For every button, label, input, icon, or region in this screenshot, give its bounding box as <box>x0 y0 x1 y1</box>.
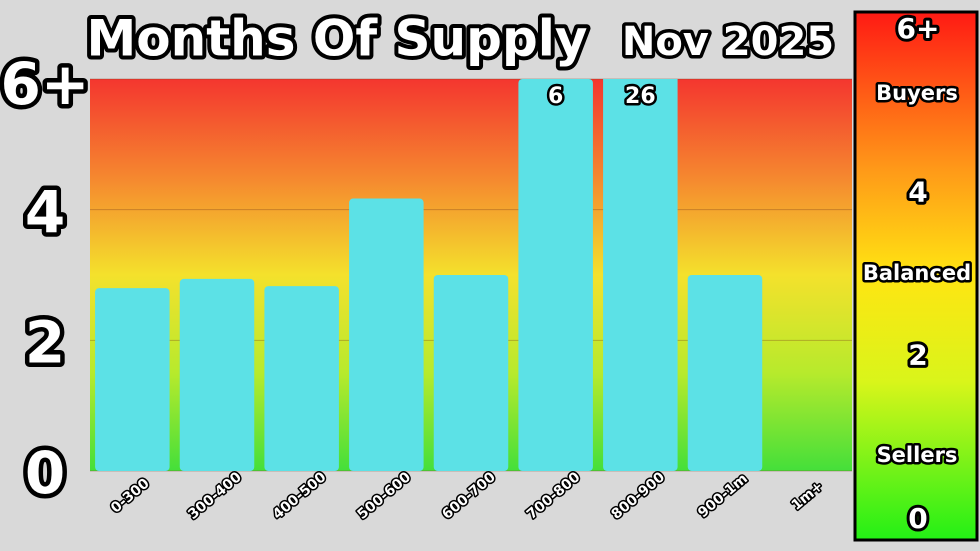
scale-zone-label: Buyers <box>876 81 958 105</box>
bar <box>349 198 424 471</box>
chart-title: Months Of Supply <box>87 10 588 68</box>
y-tick-label: 0 <box>25 439 65 507</box>
bar <box>687 275 763 471</box>
color-scale <box>853 10 979 542</box>
chart-subtitle: Nov 2025 <box>622 19 834 65</box>
x-tick-label: 0-300 <box>108 475 153 516</box>
scale-tick-label: 4 <box>908 175 927 208</box>
y-tick-label: 6+ <box>1 50 90 118</box>
bar <box>518 79 593 471</box>
x-tick-label: 900-1m <box>695 471 751 521</box>
x-tick-label: 300-400 <box>185 469 245 523</box>
x-tick-label: 400-500 <box>270 469 330 523</box>
bar <box>603 79 678 471</box>
x-tick-label: 500-600 <box>355 469 415 523</box>
x-tick-label: 600-700 <box>439 469 499 523</box>
data-label: 26 <box>625 84 656 109</box>
scale-tick-label: 6+ <box>897 12 940 45</box>
bar <box>179 278 255 471</box>
bar <box>433 275 509 471</box>
scale-zone-label: Balanced <box>863 261 971 285</box>
x-tick-label: 1m+ <box>789 478 827 513</box>
data-label: 6 <box>548 84 563 109</box>
bar <box>264 286 339 471</box>
bar <box>95 288 170 471</box>
y-tick-label: 4 <box>25 178 65 246</box>
x-tick-label: 800-900 <box>609 469 669 523</box>
y-tick-label: 2 <box>25 308 65 376</box>
scale-tick-label: 2 <box>908 339 927 372</box>
scale-zone-label: Sellers <box>877 443 958 467</box>
x-tick-label: 700-800 <box>524 469 584 523</box>
scale-tick-label: 0 <box>908 502 927 535</box>
